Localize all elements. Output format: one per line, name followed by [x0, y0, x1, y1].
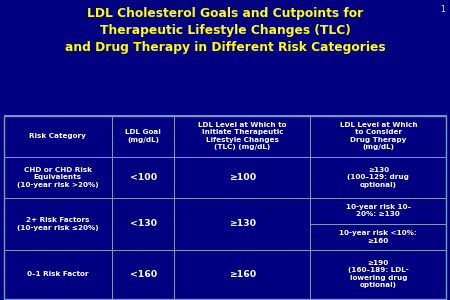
Text: LDL Level at Which to
Initiate Therapeutic
Lifestyle Changes
(TLC) (mg/dL): LDL Level at Which to Initiate Therapeut… [198, 122, 287, 150]
Bar [310, 198, 446, 224]
Text: CHD or CHD Risk
Equivalents
(10-year risk >20%): CHD or CHD Risk Equivalents (10-year ris… [17, 167, 99, 188]
Bar [4, 116, 112, 157]
Bar [310, 250, 446, 298]
Text: 10-year risk <10%:
≥160: 10-year risk <10%: ≥160 [339, 230, 417, 244]
Bar [4, 157, 112, 198]
Bar [310, 157, 446, 198]
Bar [174, 116, 310, 157]
Text: <160: <160 [130, 270, 157, 279]
Bar [4, 116, 446, 298]
Bar [112, 116, 174, 157]
Text: ≥190
(160–189: LDL-
lowering drug
optional): ≥190 (160–189: LDL- lowering drug option… [348, 260, 409, 289]
Bar [112, 198, 174, 250]
Text: ≥130: ≥130 [229, 219, 256, 228]
Text: ≥130
(100–129: drug
optional): ≥130 (100–129: drug optional) [347, 167, 410, 188]
Text: LDL Level at Which
to Consider
Drug Therapy
(mg/dL): LDL Level at Which to Consider Drug Ther… [340, 122, 417, 150]
Text: <130: <130 [130, 219, 157, 228]
Bar [174, 198, 310, 250]
Text: 2+ Risk Factors
(10-year risk ≤20%): 2+ Risk Factors (10-year risk ≤20%) [17, 217, 99, 231]
Text: LDL Goal
(mg/dL): LDL Goal (mg/dL) [125, 129, 161, 143]
Bar [310, 116, 446, 157]
Bar [112, 250, 174, 298]
Text: 10-year risk 10–
20%: ≥130: 10-year risk 10– 20%: ≥130 [346, 204, 411, 218]
Text: <100: <100 [130, 172, 157, 182]
Text: LDL Cholesterol Goals and Cutpoints for
Therapeutic Lifestyle Changes (TLC)
and : LDL Cholesterol Goals and Cutpoints for … [65, 8, 385, 53]
Text: 1: 1 [440, 5, 445, 14]
Bar [4, 250, 112, 298]
Bar [174, 250, 310, 298]
Text: ≥160: ≥160 [229, 270, 256, 279]
Bar [310, 224, 446, 250]
Bar [4, 198, 112, 250]
Text: 0–1 Risk Factor: 0–1 Risk Factor [27, 271, 89, 277]
Text: Risk Category: Risk Category [29, 133, 86, 139]
Bar [174, 157, 310, 198]
Text: ≥100: ≥100 [229, 172, 256, 182]
Bar [112, 157, 174, 198]
